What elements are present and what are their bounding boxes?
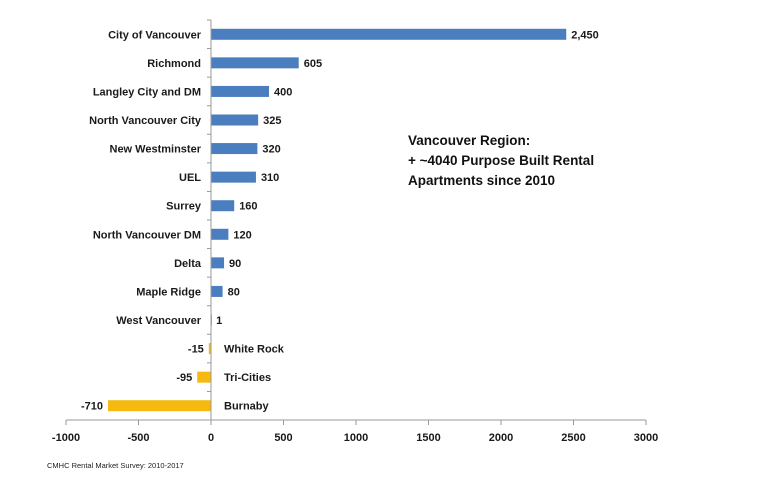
category-label: Richmond xyxy=(147,58,201,70)
x-tick-label: 1500 xyxy=(416,432,440,444)
category-label: Langley City and DM xyxy=(93,86,201,98)
bar xyxy=(208,343,211,355)
value-label: 310 xyxy=(261,172,279,184)
bar xyxy=(211,143,258,155)
bar xyxy=(211,57,299,69)
value-label: 320 xyxy=(262,144,280,156)
x-tick-label: 2500 xyxy=(561,432,585,444)
x-tick-label: 0 xyxy=(208,432,214,444)
category-label: White Rock xyxy=(224,344,285,356)
x-tick-label: 3000 xyxy=(634,432,658,444)
source-note: CMHC Rental Market Survey: 2010-2017 xyxy=(47,461,184,470)
bars-group xyxy=(108,28,567,412)
value-label: -95 xyxy=(176,372,192,384)
annotation-line-3: Apartments since 2010 xyxy=(408,173,556,188)
chart-annotation: Vancouver Region: + ~4040 Purpose Built … xyxy=(408,131,594,191)
category-label: West Vancouver xyxy=(116,315,201,327)
bar xyxy=(108,400,211,412)
bar xyxy=(211,257,225,269)
value-label: 120 xyxy=(233,229,251,241)
category-label: North Vancouver DM xyxy=(93,229,201,241)
bar xyxy=(197,371,211,383)
value-label: -710 xyxy=(81,401,103,413)
category-label: North Vancouver City xyxy=(89,115,202,127)
value-label: 90 xyxy=(229,258,241,270)
category-label: Delta xyxy=(174,258,202,270)
category-label: New Westminster xyxy=(110,144,202,156)
category-label: Tri-Cities xyxy=(224,372,271,384)
value-label: 605 xyxy=(304,58,322,70)
annotation-line-2: + ~4040 Purpose Built Rental xyxy=(408,153,595,168)
bar xyxy=(211,28,567,40)
value-label: 1 xyxy=(216,315,222,327)
category-label: Maple Ridge xyxy=(136,286,201,298)
category-labels: City of Vancouver Richmond Langley City an… xyxy=(89,29,285,412)
category-label: Burnaby xyxy=(224,401,270,413)
bar xyxy=(211,200,235,212)
value-label: 2,450 xyxy=(571,29,599,41)
bar xyxy=(211,85,269,97)
value-label: 80 xyxy=(228,286,240,298)
value-label: 160 xyxy=(239,201,257,213)
x-axis-ticks: -1000 -500 0 500 1000 1500 2000 2500 3000 xyxy=(52,19,658,444)
value-labels: 2,450 605 400 325 320 310 160 120 90 80 1 -15 -95 -71… xyxy=(81,29,599,412)
category-label: City of Vancouver xyxy=(108,29,202,41)
x-tick-label: 1000 xyxy=(344,432,368,444)
bar xyxy=(211,171,256,183)
x-tick-label: 500 xyxy=(274,432,292,444)
value-label: 325 xyxy=(263,115,281,127)
bar xyxy=(211,228,229,240)
x-tick-label: -1000 xyxy=(52,432,80,444)
category-label: Surrey xyxy=(166,201,202,213)
bar xyxy=(211,114,259,126)
bar xyxy=(211,285,223,297)
x-tick-label: 2000 xyxy=(489,432,513,444)
value-label: -15 xyxy=(188,344,204,356)
value-label: 400 xyxy=(274,86,292,98)
category-label: UEL xyxy=(179,172,201,184)
x-tick-label: -500 xyxy=(127,432,149,444)
annotation-line-1: Vancouver Region: xyxy=(408,133,531,148)
